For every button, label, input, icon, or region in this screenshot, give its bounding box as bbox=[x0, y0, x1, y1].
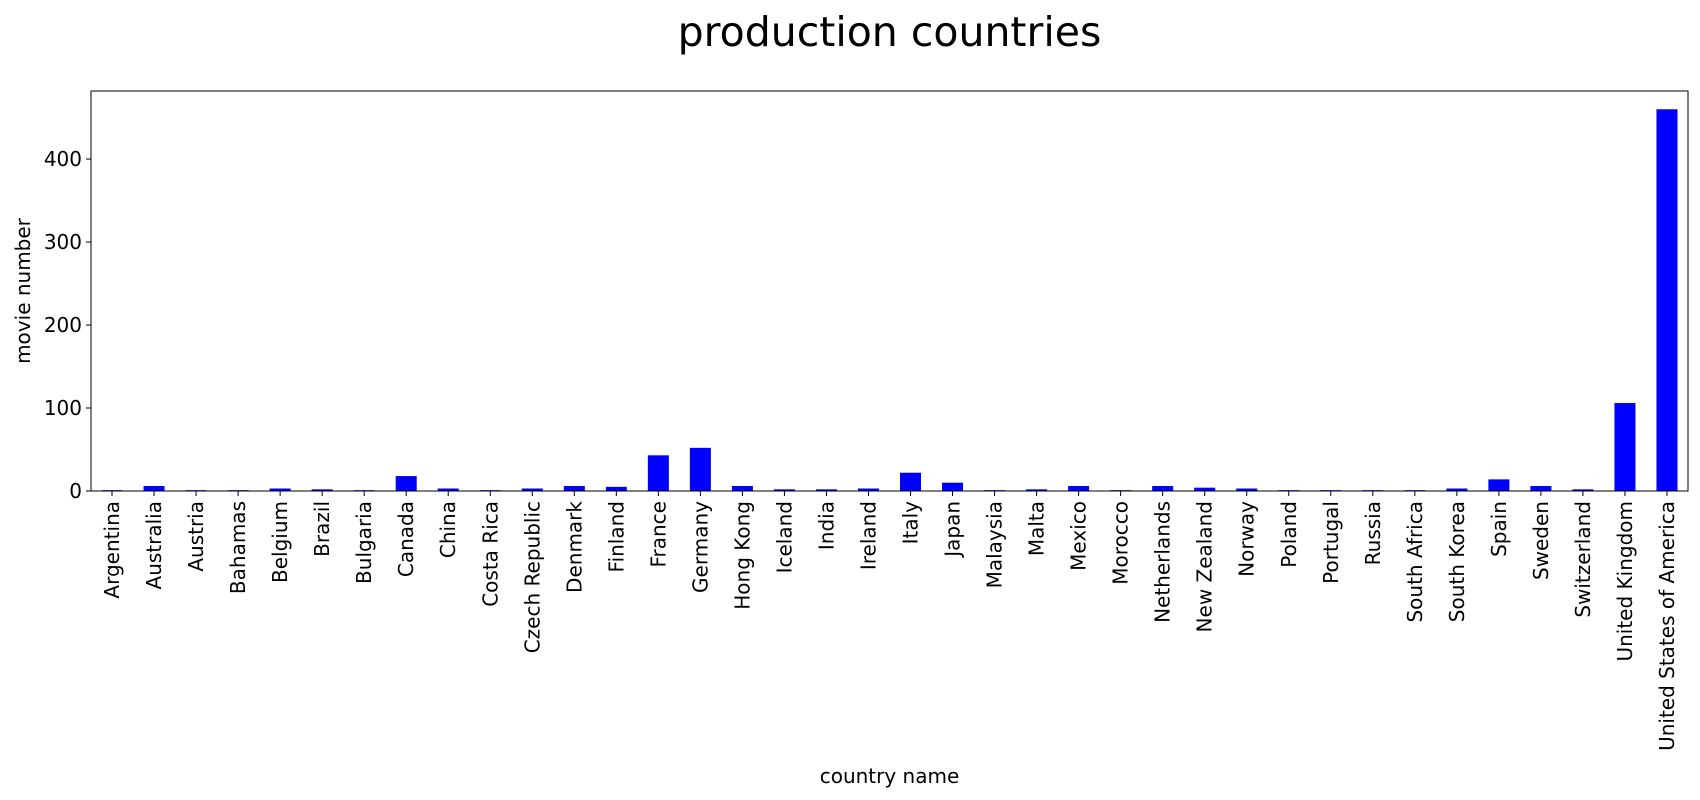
x-tick-label: Australia bbox=[142, 501, 166, 589]
bar-australia bbox=[143, 486, 165, 491]
x-tick-label: Bulgaria bbox=[352, 501, 376, 584]
x-tick-label: Argentina bbox=[100, 501, 124, 599]
bar-denmark bbox=[563, 486, 585, 491]
x-tick-label: South Korea bbox=[1445, 501, 1469, 622]
bar-belgium bbox=[269, 488, 291, 491]
bar-united-kingdom bbox=[1614, 403, 1636, 491]
bar-italy bbox=[900, 472, 922, 491]
x-tick-label: Italy bbox=[899, 501, 923, 545]
y-tick-label: 0 bbox=[69, 479, 82, 503]
x-tick-label: Malta bbox=[1025, 501, 1049, 556]
chart-title: production countries bbox=[677, 8, 1102, 56]
x-tick-label: Austria bbox=[184, 501, 208, 572]
x-axis: Argentina Australia Austria Bahamas Belgium B… bbox=[100, 491, 1679, 751]
bar-new-zealand bbox=[1194, 487, 1216, 491]
x-tick-label: Bahamas bbox=[226, 501, 250, 594]
bars-group bbox=[101, 109, 1678, 491]
x-tick-label: Brazil bbox=[310, 501, 334, 557]
y-tick-label: 300 bbox=[44, 230, 82, 254]
x-tick-label: France bbox=[646, 501, 670, 568]
x-tick-label: New Zealand bbox=[1193, 501, 1217, 632]
x-tick-label: Netherlands bbox=[1151, 501, 1175, 623]
y-tick-label: 400 bbox=[44, 147, 82, 171]
x-tick-label: China bbox=[436, 501, 460, 558]
x-tick-label: Iceland bbox=[772, 501, 796, 573]
bar-czech-republic bbox=[521, 488, 543, 491]
x-tick-label: Canada bbox=[394, 501, 418, 577]
y-axis: 0 100 200 300 400 bbox=[44, 147, 91, 503]
bar-switzerland bbox=[1572, 489, 1594, 491]
x-tick-label: Spain bbox=[1487, 501, 1511, 557]
x-tick-label: Portugal bbox=[1319, 501, 1343, 584]
bar-india bbox=[815, 489, 837, 491]
bar-iceland bbox=[773, 489, 795, 491]
x-tick-label: Malaysia bbox=[983, 501, 1007, 588]
x-tick-label: Japan bbox=[941, 501, 965, 559]
x-tick-label: United Kingdom bbox=[1613, 501, 1637, 662]
x-tick-label: Switzerland bbox=[1571, 501, 1595, 618]
x-tick-label: Costa Rica bbox=[478, 501, 502, 607]
x-tick-label: Morocco bbox=[1109, 501, 1133, 585]
bar-ireland bbox=[857, 488, 879, 491]
bar-japan bbox=[942, 482, 964, 491]
x-tick-label: Hong Kong bbox=[730, 501, 754, 610]
y-tick-label: 100 bbox=[44, 396, 82, 420]
plot-frame bbox=[90, 90, 1689, 492]
x-tick-label: Belgium bbox=[268, 501, 292, 583]
x-tick-label: South Africa bbox=[1403, 501, 1427, 623]
bar-finland bbox=[605, 486, 627, 491]
x-tick-label: Sweden bbox=[1529, 501, 1553, 580]
bar-hong-kong bbox=[731, 486, 753, 491]
x-tick-label: India bbox=[814, 501, 838, 550]
x-tick-label: Denmark bbox=[562, 501, 586, 593]
bar-canada bbox=[395, 476, 417, 491]
x-tick-label: Czech Republic bbox=[520, 501, 544, 653]
x-tick-label: Germany bbox=[688, 501, 712, 593]
bar-united-states-of-america bbox=[1656, 109, 1678, 491]
bar-norway bbox=[1236, 488, 1258, 491]
bar-malta bbox=[1026, 489, 1048, 491]
x-tick-label: Poland bbox=[1277, 501, 1301, 568]
x-tick-label: United States of America bbox=[1655, 501, 1679, 751]
bar-france bbox=[647, 455, 669, 491]
x-tick-label: Norway bbox=[1235, 501, 1259, 577]
x-tick-label: Ireland bbox=[856, 501, 880, 570]
x-tick-label: Finland bbox=[604, 501, 628, 572]
bar-spain bbox=[1488, 479, 1510, 491]
bar-brazil bbox=[311, 489, 333, 491]
x-axis-label: country name bbox=[820, 764, 960, 788]
bar-south-korea bbox=[1446, 488, 1468, 491]
bar-germany bbox=[689, 447, 711, 491]
bar-netherlands bbox=[1152, 486, 1174, 491]
bar-mexico bbox=[1068, 486, 1090, 491]
x-tick-label: Mexico bbox=[1067, 501, 1091, 571]
x-tick-label: Russia bbox=[1361, 501, 1385, 565]
y-tick-label: 200 bbox=[44, 313, 82, 337]
bar-china bbox=[437, 488, 459, 491]
y-axis-label: movie number bbox=[11, 217, 35, 364]
bar-sweden bbox=[1530, 486, 1552, 491]
